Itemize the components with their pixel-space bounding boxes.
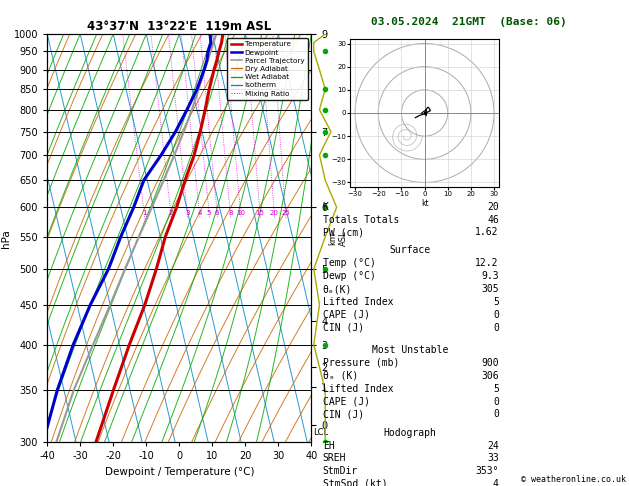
Text: θₑ(K): θₑ(K) [323, 284, 352, 294]
Text: 0: 0 [493, 409, 499, 419]
Text: 8: 8 [228, 210, 233, 216]
Text: Most Unstable: Most Unstable [372, 345, 448, 355]
Text: 9.3: 9.3 [481, 271, 499, 281]
Text: SREH: SREH [323, 453, 346, 464]
Text: 5: 5 [493, 384, 499, 394]
Text: 306: 306 [481, 371, 499, 381]
Text: PW (cm): PW (cm) [323, 227, 364, 238]
Text: CIN (J): CIN (J) [323, 323, 364, 333]
Y-axis label: km
ASL: km ASL [329, 230, 348, 246]
Text: 0: 0 [493, 323, 499, 333]
Text: 10: 10 [236, 210, 245, 216]
Text: 25: 25 [281, 210, 290, 216]
Text: © weatheronline.co.uk: © weatheronline.co.uk [521, 474, 626, 484]
Text: 1: 1 [142, 210, 147, 216]
Text: Pressure (mb): Pressure (mb) [323, 358, 399, 368]
Text: 15: 15 [255, 210, 265, 216]
X-axis label: kt: kt [421, 199, 428, 208]
Text: 0: 0 [493, 397, 499, 407]
Text: EH: EH [323, 440, 335, 451]
Text: StmDir: StmDir [323, 467, 358, 476]
Text: 0: 0 [493, 310, 499, 320]
Text: 3: 3 [185, 210, 189, 216]
Text: Lifted Index: Lifted Index [323, 384, 393, 394]
Y-axis label: hPa: hPa [1, 229, 11, 247]
Text: 5: 5 [207, 210, 211, 216]
Text: CAPE (J): CAPE (J) [323, 310, 370, 320]
Text: 20: 20 [487, 202, 499, 212]
Text: 12.2: 12.2 [476, 259, 499, 268]
Text: Lifted Index: Lifted Index [323, 297, 393, 307]
Text: 900: 900 [481, 358, 499, 368]
Text: Hodograph: Hodograph [383, 428, 437, 438]
Text: 353°: 353° [476, 467, 499, 476]
X-axis label: Dewpoint / Temperature (°C): Dewpoint / Temperature (°C) [104, 467, 254, 477]
Text: 4: 4 [493, 479, 499, 486]
Title: 43°37'N  13°22'E  119m ASL: 43°37'N 13°22'E 119m ASL [87, 20, 271, 33]
Text: 20: 20 [270, 210, 279, 216]
Text: Totals Totals: Totals Totals [323, 215, 399, 225]
Text: θₑ (K): θₑ (K) [323, 371, 358, 381]
Text: Temp (°C): Temp (°C) [323, 259, 376, 268]
Text: 4: 4 [198, 210, 202, 216]
Text: K: K [323, 202, 328, 212]
Text: 03.05.2024  21GMT  (Base: 06): 03.05.2024 21GMT (Base: 06) [370, 17, 567, 27]
Text: 6: 6 [215, 210, 220, 216]
Text: StmSpd (kt): StmSpd (kt) [323, 479, 387, 486]
Text: Surface: Surface [389, 245, 430, 256]
Text: CAPE (J): CAPE (J) [323, 397, 370, 407]
Text: 33: 33 [487, 453, 499, 464]
Legend: Temperature, Dewpoint, Parcel Trajectory, Dry Adiabat, Wet Adiabat, Isotherm, Mi: Temperature, Dewpoint, Parcel Trajectory… [227, 37, 308, 100]
Text: 5: 5 [493, 297, 499, 307]
Text: 2: 2 [169, 210, 173, 216]
Text: 46: 46 [487, 215, 499, 225]
Text: 1.62: 1.62 [476, 227, 499, 238]
Text: 305: 305 [481, 284, 499, 294]
Text: LCL: LCL [313, 428, 328, 437]
Text: Dewp (°C): Dewp (°C) [323, 271, 376, 281]
Text: 24: 24 [487, 440, 499, 451]
Text: CIN (J): CIN (J) [323, 409, 364, 419]
